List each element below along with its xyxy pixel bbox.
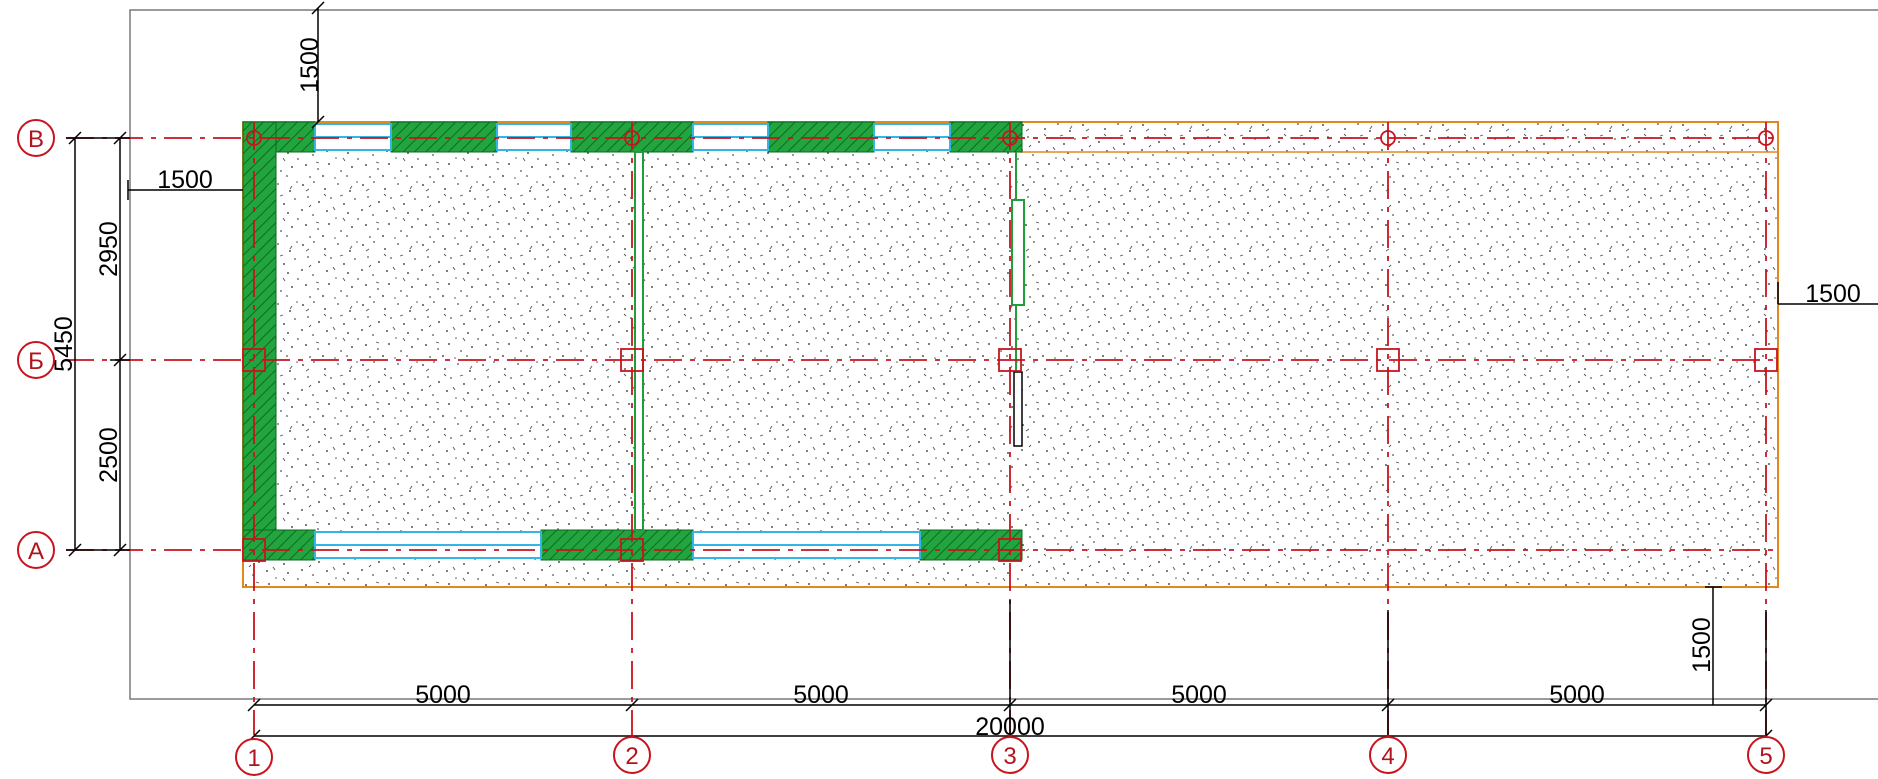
dim-depth-top: 2950	[95, 221, 123, 277]
axis-label-1: 1	[247, 745, 260, 772]
axis-label-3: 3	[1003, 743, 1016, 770]
axis-label-a: А	[28, 538, 44, 565]
dim-bay-3: 5000	[1171, 681, 1227, 709]
dim-offset-left: 1500	[157, 166, 213, 194]
dim-depth-bottom: 2500	[95, 427, 123, 483]
row-bubbles	[17, 119, 55, 569]
dim-offset-bottom: 1500	[1688, 617, 1716, 673]
axis-label-5: 5	[1759, 743, 1772, 770]
axis-label-2: 2	[625, 743, 638, 770]
drawing-frame	[129, 9, 1878, 700]
axis-label-b: Б	[28, 348, 44, 375]
extension-lines	[1009, 586, 1767, 735]
dim-offset-right: 1500	[1805, 280, 1861, 308]
dim-bay-1: 5000	[415, 681, 471, 709]
glazing-group	[314, 123, 951, 559]
dim-bay-4: 5000	[1549, 681, 1605, 709]
column-bubbles	[235, 736, 1785, 776]
axis-label-4: 4	[1381, 743, 1394, 770]
column-markers	[242, 130, 1778, 562]
dim-offset-top: 1500	[296, 37, 324, 93]
axis-label-v: В	[28, 126, 44, 153]
dim-bay-2: 5000	[793, 681, 849, 709]
dimension-lines	[66, 1, 1878, 743]
